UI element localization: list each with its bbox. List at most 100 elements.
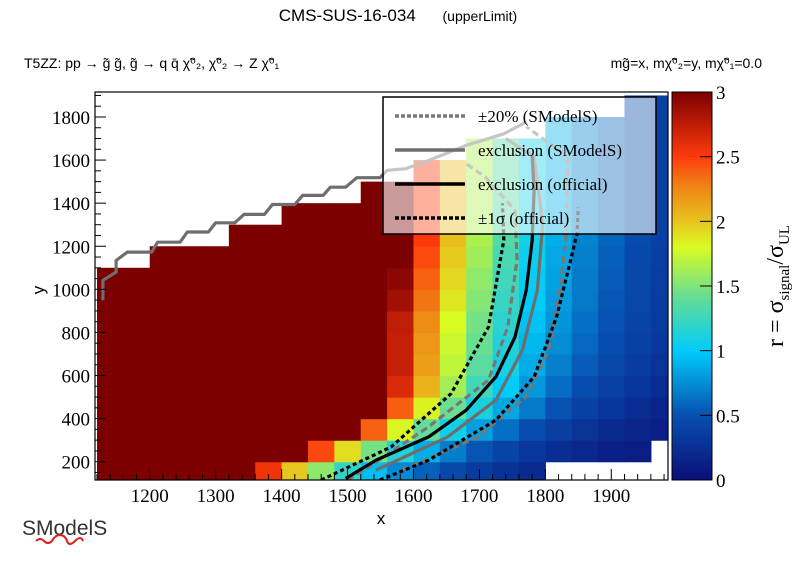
- heatmap-cell: [228, 267, 256, 290]
- heatmap-cell: [307, 246, 335, 269]
- heatmap-cell: [360, 332, 388, 355]
- heatmap-cell: [96, 461, 124, 480]
- heatmap-cell: [307, 332, 335, 355]
- heatmap-cell: [360, 181, 388, 204]
- heatmap-cell: [439, 289, 467, 312]
- heatmap-cell: [202, 375, 230, 398]
- heatmap-cell: [176, 397, 204, 420]
- heatmap-cell: [202, 440, 230, 463]
- heatmap-cell: [228, 397, 256, 420]
- colorbar-tick-label: 2: [716, 212, 726, 233]
- y-tick-label: 1000: [52, 280, 90, 301]
- heatmap-cell: [492, 440, 520, 463]
- heatmap-cell: [123, 440, 151, 463]
- heatmap-cell: [307, 310, 335, 334]
- heatmap-cell: [439, 246, 467, 269]
- heatmap-cell: [96, 375, 124, 398]
- heatmap-cell: [123, 332, 151, 355]
- heatmap-cell: [650, 332, 668, 355]
- heatmap-cell: [334, 397, 362, 420]
- heatmap-cell: [466, 267, 494, 290]
- heatmap-cell: [255, 310, 283, 334]
- heatmap-cell: [492, 461, 520, 480]
- heatmap-cell: [650, 246, 668, 269]
- legend-box: [382, 96, 657, 235]
- heatmap-cell: [492, 246, 520, 269]
- heatmap-cell: [334, 332, 362, 355]
- heatmap-cell: [149, 332, 177, 355]
- colorbar-tick-label: 1.5: [716, 277, 740, 298]
- heatmap-cell: [571, 397, 599, 420]
- contour-line: [379, 207, 580, 480]
- heatmap-cell: [255, 461, 283, 480]
- logo-squiggle-icon: [35, 533, 84, 545]
- heatmap-cell: [149, 310, 177, 334]
- heatmap-cell: [334, 246, 362, 269]
- heatmap-cell: [228, 289, 256, 312]
- heatmap-cell: [307, 375, 335, 398]
- title-main: CMS-SUS-16-034: [279, 6, 416, 25]
- heatmap-cell: [360, 289, 388, 312]
- heatmap-cell: [466, 289, 494, 312]
- heatmap-cell: [202, 397, 230, 420]
- heatmap-cell: [228, 310, 256, 334]
- heatmap-cell: [202, 332, 230, 355]
- heatmap-cell: [518, 440, 546, 463]
- y-axis-label: y: [29, 285, 48, 294]
- heatmap-cell: [255, 418, 283, 441]
- title-tag: (upperLimit): [443, 8, 518, 24]
- heatmap-cell: [176, 289, 204, 312]
- heatmap-cell: [387, 332, 415, 355]
- heatmap-cell: [96, 418, 124, 441]
- heatmap-cell: [387, 289, 415, 312]
- heatmap-cell: [149, 246, 177, 269]
- mass-label: mg̃=x, mχ̃⁰₂=y, mχ̃⁰₁=0.0: [611, 55, 763, 71]
- heatmap-cell: [413, 397, 441, 420]
- heatmap-cell: [413, 246, 441, 269]
- y-tick-label: 800: [62, 323, 91, 344]
- y-tick-label: 1400: [52, 194, 90, 215]
- heatmap-cell: [123, 289, 151, 312]
- x-axis-label: x: [377, 509, 386, 528]
- x-tick-label: 1200: [131, 486, 169, 507]
- heatmap-cell: [360, 310, 388, 334]
- heatmap-cell: [202, 246, 230, 269]
- heatmap-cell: [334, 418, 362, 441]
- colorbar-tick-label: 3: [716, 83, 726, 104]
- heatmap-cell: [281, 224, 309, 247]
- heatmap-cell: [466, 353, 494, 377]
- heatmap-cell: [176, 461, 204, 480]
- heatmap-cell: [466, 246, 494, 269]
- heatmap-cell: [149, 353, 177, 377]
- heatmap-cell: [96, 267, 124, 290]
- heatmap-cell: [360, 397, 388, 420]
- heatmap-cell: [255, 332, 283, 355]
- heatmap-cell: [255, 353, 283, 377]
- heatmap-cell: [650, 418, 668, 441]
- heatmap-cell: [571, 418, 599, 441]
- heatmap-cell: [149, 289, 177, 312]
- heatmap-cell: [281, 461, 309, 480]
- heatmap-cell: [439, 440, 467, 463]
- heatmap-cell: [149, 267, 177, 290]
- heatmap-cell: [598, 353, 626, 377]
- chart-title: CMS-SUS-16-034 (upperLimit): [279, 6, 517, 25]
- heatmap-cell: [413, 461, 441, 480]
- x-tick-label: 1900: [592, 486, 630, 507]
- heatmap-cell: [176, 267, 204, 290]
- y-tick-label: 1600: [52, 151, 90, 172]
- heatmap-cell: [360, 418, 388, 441]
- heatmap-cell: [387, 397, 415, 420]
- heatmap-cell: [439, 353, 467, 377]
- heatmap-cell: [123, 310, 151, 334]
- heatmap-cell: [149, 418, 177, 441]
- heatmap-cell: [624, 418, 652, 441]
- heatmap-cell: [518, 310, 546, 334]
- heatmap-cell: [255, 375, 283, 398]
- heatmap-cell: [255, 289, 283, 312]
- x-tick-label: 1800: [526, 486, 564, 507]
- heatmap-cell: [307, 203, 335, 226]
- heatmap-cell: [228, 246, 256, 269]
- heatmap-cell: [281, 246, 309, 269]
